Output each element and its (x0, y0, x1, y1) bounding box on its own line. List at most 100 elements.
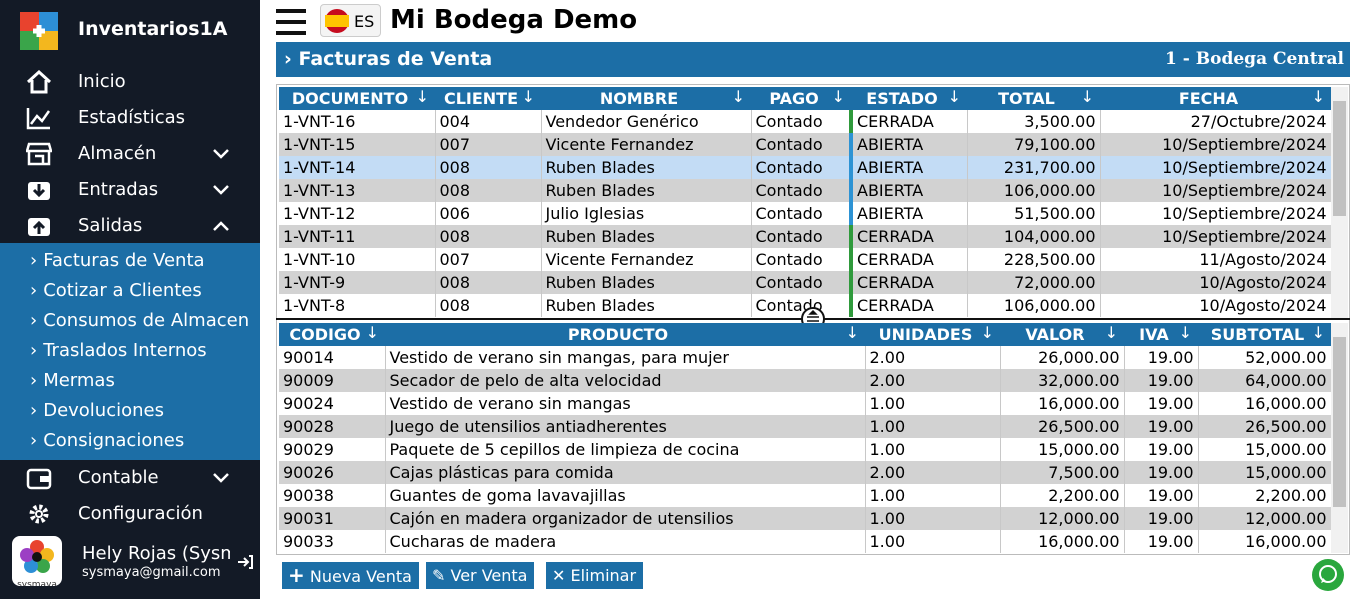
table-row[interactable]: 1-VNT-10 007 Vicente Fernandez Contado CERRA… (279, 248, 1331, 271)
table-cell: Juego de utensilios antiadherentes (385, 415, 866, 438)
column-header[interactable]: NOMBRE ↓ (541, 87, 751, 110)
table-row[interactable]: 90028 Juego de utensilios antiadherentes 1… (279, 415, 1331, 438)
table-cell: ABIERTA (849, 133, 968, 156)
column-label: CODIGO (289, 325, 361, 344)
avatar-flower (20, 540, 54, 573)
column-header[interactable]: PRODUCTO ↓ (385, 323, 865, 346)
table-cell: Ruben Blades (541, 271, 752, 294)
table-row[interactable]: 1-VNT-16 004 Vendedor Genérico Contado CERRA… (279, 110, 1331, 133)
table-cell: Julio Iglesias (541, 202, 752, 225)
table-cell: 90031 (279, 507, 386, 530)
panel-title: › Facturas de Venta (284, 48, 492, 70)
icon-gear (29, 504, 49, 524)
table-cell: 10/Septiembre/2024 (1100, 225, 1331, 248)
table-row[interactable]: 90029 Paquete de 5 cepillos de limpieza d… (279, 438, 1331, 461)
table-cell: Guantes de goma lavavajillas (385, 484, 866, 507)
hamburger[interactable] (276, 8, 306, 36)
menu-item[interactable]: Salidas (78, 215, 143, 236)
button-view[interactable]: ✎ Ver Venta (426, 562, 535, 589)
chevron (213, 473, 229, 483)
table-cell: ABIERTA (849, 202, 968, 225)
table-cell: Ruben Blades (541, 294, 752, 317)
button-label: Eliminar (570, 566, 637, 585)
sort-indicator: ↓ (415, 87, 429, 106)
table-cell: 008 (435, 179, 542, 202)
menu-item[interactable]: Estadísticas (78, 107, 186, 128)
table-cell: Secador de pelo de alta velocidad (385, 369, 866, 392)
table-row[interactable]: 90026 Cajas plásticas para comida 2.00 7,50… (279, 461, 1331, 484)
logout-icon[interactable] (237, 555, 253, 569)
table-row[interactable]: 1-VNT-9 008 Ruben Blades Contado CERRADA 72,0… (279, 271, 1331, 294)
column-header[interactable]: SUBTOTAL ↓ (1198, 323, 1331, 346)
table-cell: 51,500.00 (967, 202, 1101, 225)
menu-item[interactable]: Almacén (78, 143, 157, 164)
scroll-thumb (1333, 337, 1346, 507)
table-cell: 10/Septiembre/2024 (1100, 202, 1331, 225)
column-header[interactable]: ESTADO ↓ (851, 87, 967, 110)
menu-item[interactable]: Contable (78, 467, 159, 488)
column-header[interactable]: CODIGO ↓ (279, 323, 385, 346)
table-cell: 15,000.00 (1198, 438, 1331, 461)
table-row[interactable]: 1-VNT-11 008 Ruben Blades Contado CERRADA 104… (279, 225, 1331, 248)
button-new[interactable]: + Nueva Venta (282, 562, 419, 589)
column-header[interactable]: VALOR ↓ (1000, 323, 1124, 346)
table-cell: 231,700.00 (967, 156, 1101, 179)
table-cell: Contado (751, 202, 852, 225)
table-cell: 1.00 (865, 484, 1001, 507)
column-header[interactable]: IVA ↓ (1124, 323, 1198, 346)
table-cell: 64,000.00 (1198, 369, 1331, 392)
table-row[interactable]: 90014 Vestido de verano sin mangas, para … (279, 346, 1331, 369)
table-row[interactable]: 1-VNT-15 007 Vicente Fernandez Contado ABIER… (279, 133, 1331, 156)
column-header[interactable]: PAGO ↓ (751, 87, 851, 110)
table-cell: 106,000.00 (967, 179, 1101, 202)
table-row[interactable]: 1-VNT-13 008 Ruben Blades Contado ABIERTA 106… (279, 179, 1331, 202)
table-row[interactable]: 1-VNT-14 008 Ruben Blades Contado ABIERTA 231… (279, 156, 1331, 179)
table-row[interactable]: 90031 Cajón en madera organizador de uten… (279, 507, 1331, 530)
table-cell: 2.00 (865, 461, 1001, 484)
submenu-item[interactable]: Devoluciones (30, 399, 164, 423)
whatsapp-button[interactable] (1312, 559, 1344, 591)
submenu-item[interactable]: Consumos de Almacen (30, 309, 249, 333)
user-email: sysmaya@gmail.com (82, 565, 221, 580)
column-header[interactable]: CLIENTE ↓ (435, 87, 541, 110)
table-cell: 90033 (279, 530, 386, 553)
table-cell: 1.00 (865, 438, 1001, 461)
app-name: Inventarios1A (78, 18, 228, 40)
table-row[interactable]: 90038 Guantes de goma lavavajillas 1.00 2,2… (279, 484, 1331, 507)
table-cell: 19.00 (1124, 346, 1199, 369)
sidebar: Inventarios1A Inicio Estadísticas Almacé… (0, 0, 260, 599)
table-row[interactable]: 1-VNT-12 006 Julio Iglesias Contado ABIERTA 5… (279, 202, 1331, 225)
submenu-item[interactable]: Mermas (30, 369, 115, 393)
submenu-item[interactable]: Cotizar a Clientes (30, 279, 202, 303)
table-row[interactable]: 90009 Secador de pelo de alta velocidad 2.… (279, 369, 1331, 392)
sort-indicator: ↓ (947, 87, 961, 106)
table: DOCUMENTO ↓ CLIENTE ↓ NOMBRE ↓ PAGO ↓ ESTADO ↓ TOT… (279, 87, 1331, 317)
submenu-item[interactable]: Facturas de Venta (30, 249, 204, 273)
menu-item[interactable]: Entradas (78, 179, 159, 200)
submenu-item[interactable]: Traslados Internos (30, 339, 206, 363)
table-cell: Cajón en madera organizador de utensilio… (385, 507, 866, 530)
table-cell: Vestido de verano sin mangas, para mujer (385, 346, 866, 369)
submenu-item[interactable]: Consignaciones (30, 429, 184, 453)
language-selector[interactable]: ES (320, 4, 381, 37)
column-header[interactable]: UNIDADES ↓ (865, 323, 1000, 346)
column-label: PAGO (769, 89, 819, 108)
table-row[interactable]: 90033 Cucharas de madera 1.00 16,000.00 19.0… (279, 530, 1331, 553)
table-cell: 2.00 (865, 369, 1001, 392)
button-delete[interactable]: ✕ Eliminar (546, 562, 644, 589)
table-cell: Cucharas de madera (385, 530, 866, 553)
column-label: ESTADO (866, 89, 938, 108)
table-row[interactable]: 90024 Vestido de verano sin mangas 1.00 16,… (279, 392, 1331, 415)
icon-stats (26, 108, 51, 130)
table-cell: 19.00 (1124, 507, 1199, 530)
button-label: Ver Venta (450, 566, 528, 585)
column-header[interactable]: TOTAL ↓ (967, 87, 1100, 110)
column-header[interactable]: DOCUMENTO ↓ (279, 87, 435, 110)
table-cell: 15,000.00 (1000, 438, 1125, 461)
menu-item[interactable]: Inicio (78, 71, 126, 92)
column-header[interactable]: FECHA ↓ (1100, 87, 1331, 110)
table-cell: 90014 (279, 346, 386, 369)
menu-item[interactable]: Configuración (78, 503, 203, 524)
table-cell: 1-VNT-14 (279, 156, 436, 179)
